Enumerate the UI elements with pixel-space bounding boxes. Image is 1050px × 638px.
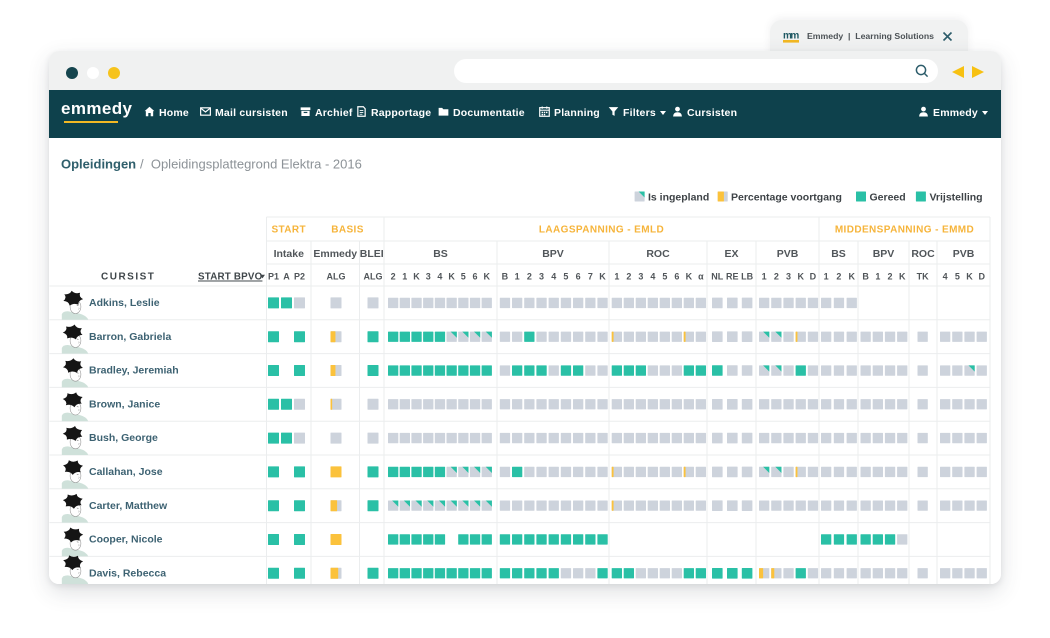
svg-text:Carter, Matthew: Carter, Matthew bbox=[89, 500, 168, 512]
svg-text:PVB: PVB bbox=[777, 248, 799, 260]
svg-text:2: 2 bbox=[836, 272, 841, 282]
svg-text:4: 4 bbox=[650, 272, 655, 282]
svg-text:B: B bbox=[502, 272, 509, 282]
svg-text:EX: EX bbox=[724, 248, 738, 260]
svg-text:MIDDENSPANNING - EMMD: MIDDENSPANNING - EMMD bbox=[835, 225, 974, 236]
svg-text:/ Opleidingsplattegrond Elekt: / Opleidingsplattegrond Elektra - 2016 bbox=[140, 157, 362, 172]
svg-text:P2: P2 bbox=[294, 272, 305, 282]
svg-text:1: 1 bbox=[875, 272, 880, 282]
svg-text:Adkins, Leslie: Adkins, Leslie bbox=[89, 297, 160, 309]
svg-text:Bush, George: Bush, George bbox=[89, 432, 158, 444]
svg-text:K: K bbox=[413, 272, 420, 282]
svg-text:K: K bbox=[484, 272, 491, 282]
svg-text:CURSIST: CURSIST bbox=[101, 272, 155, 283]
svg-text:BLEI: BLEI bbox=[360, 248, 384, 260]
svg-text:Intake: Intake bbox=[274, 248, 305, 260]
svg-text:P1: P1 bbox=[268, 272, 279, 282]
svg-text:Cooper, Nicole: Cooper, Nicole bbox=[89, 534, 163, 546]
svg-text:BS: BS bbox=[831, 248, 846, 260]
svg-text:2: 2 bbox=[626, 272, 631, 282]
svg-text:1: 1 bbox=[824, 272, 829, 282]
svg-text:4: 4 bbox=[437, 272, 442, 282]
svg-text:2: 2 bbox=[391, 272, 396, 282]
svg-text:BPV: BPV bbox=[873, 248, 895, 260]
svg-text:K: K bbox=[686, 272, 693, 282]
svg-text:7: 7 bbox=[588, 272, 593, 282]
svg-text:3: 3 bbox=[539, 272, 544, 282]
svg-text:4: 4 bbox=[943, 272, 948, 282]
svg-text:ROC: ROC bbox=[646, 248, 670, 260]
svg-text:A: A bbox=[283, 272, 290, 282]
svg-text:5: 5 bbox=[461, 272, 466, 282]
svg-text:D: D bbox=[979, 272, 986, 282]
svg-text:4: 4 bbox=[551, 272, 556, 282]
svg-text:BS: BS bbox=[433, 248, 448, 260]
svg-text:ROC: ROC bbox=[911, 248, 935, 260]
svg-text:3: 3 bbox=[426, 272, 431, 282]
svg-text:LAAGSPANNING - EMLD: LAAGSPANNING - EMLD bbox=[539, 225, 664, 236]
svg-text:Davis, Rebecca: Davis, Rebecca bbox=[89, 567, 166, 579]
svg-text:K: K bbox=[849, 272, 856, 282]
svg-text:5: 5 bbox=[955, 272, 960, 282]
svg-text:α: α bbox=[698, 272, 704, 282]
svg-text:RE: RE bbox=[726, 272, 739, 282]
svg-text:5: 5 bbox=[563, 272, 568, 282]
svg-text:K: K bbox=[966, 272, 973, 282]
svg-text:2: 2 bbox=[887, 272, 892, 282]
svg-text:5: 5 bbox=[662, 272, 667, 282]
svg-text:PVB: PVB bbox=[953, 248, 975, 260]
svg-text:Emmedy: Emmedy bbox=[313, 248, 357, 260]
svg-text:K: K bbox=[448, 272, 455, 282]
svg-text:D: D bbox=[810, 272, 817, 282]
svg-text:ALG: ALG bbox=[364, 272, 383, 282]
svg-text:K: K bbox=[798, 272, 805, 282]
svg-text:LB: LB bbox=[741, 272, 753, 282]
svg-text:1: 1 bbox=[614, 272, 619, 282]
svg-text:Opleidingen: Opleidingen bbox=[61, 157, 136, 172]
svg-text:BASIS: BASIS bbox=[331, 225, 364, 236]
svg-text:Percentage voortgang: Percentage voortgang bbox=[731, 192, 842, 204]
svg-text:1: 1 bbox=[402, 272, 407, 282]
svg-text:3: 3 bbox=[638, 272, 643, 282]
svg-text:Callahan, Jose: Callahan, Jose bbox=[89, 466, 163, 478]
svg-text:Gereed: Gereed bbox=[870, 192, 906, 204]
svg-text:Barron, Gabriela: Barron, Gabriela bbox=[89, 331, 171, 343]
svg-text:Brown, Janice: Brown, Janice bbox=[89, 398, 160, 410]
svg-text:B: B bbox=[862, 272, 869, 282]
svg-text:Vrijstelling: Vrijstelling bbox=[930, 192, 983, 204]
svg-text:NL: NL bbox=[711, 272, 723, 282]
svg-text:6: 6 bbox=[472, 272, 477, 282]
svg-text:BPV: BPV bbox=[542, 248, 564, 260]
svg-text:6: 6 bbox=[576, 272, 581, 282]
svg-text:ALG: ALG bbox=[327, 272, 346, 282]
svg-text:Is ingepland: Is ingepland bbox=[648, 192, 709, 204]
svg-text:1: 1 bbox=[515, 272, 520, 282]
svg-text:TK: TK bbox=[917, 272, 929, 282]
svg-text:6: 6 bbox=[674, 272, 679, 282]
svg-text:K: K bbox=[599, 272, 606, 282]
svg-text:3: 3 bbox=[786, 272, 791, 282]
svg-text:K: K bbox=[899, 272, 906, 282]
svg-text:START BPVO: START BPVO bbox=[198, 272, 263, 283]
svg-text:mm: mm bbox=[783, 30, 799, 41]
svg-text:2: 2 bbox=[527, 272, 532, 282]
svg-text:START: START bbox=[271, 225, 306, 236]
svg-text:2: 2 bbox=[774, 272, 779, 282]
svg-text:1: 1 bbox=[762, 272, 767, 282]
svg-text:Bradley, Jeremiah: Bradley, Jeremiah bbox=[89, 365, 179, 377]
